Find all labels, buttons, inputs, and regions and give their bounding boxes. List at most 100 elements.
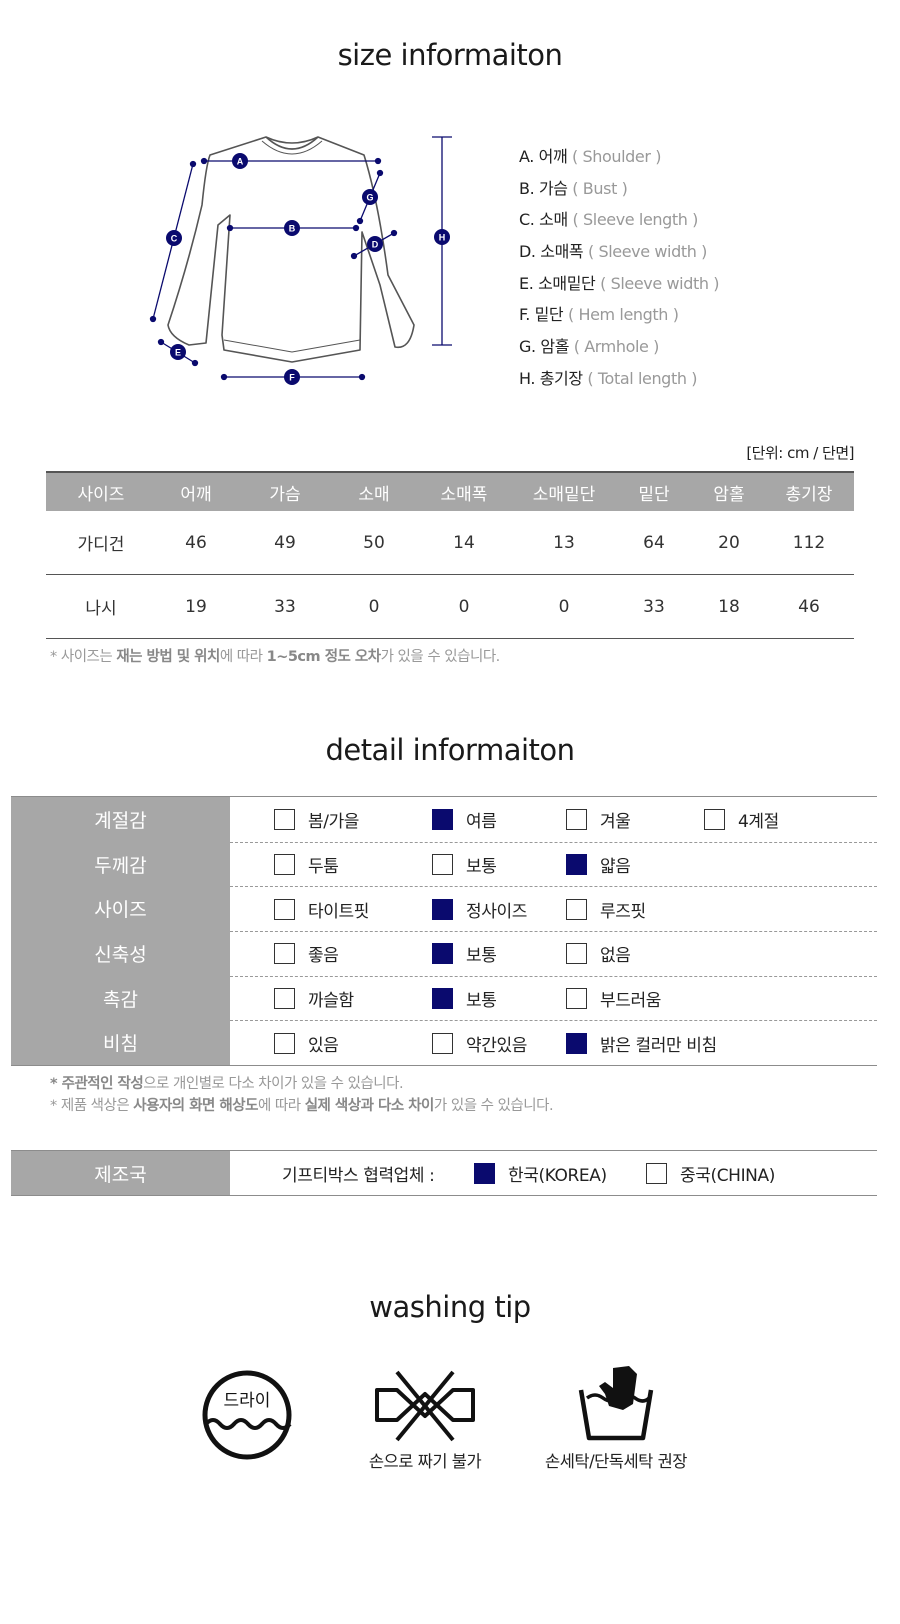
wash-item-dry: 드라이	[200, 1368, 294, 1466]
checkbox[interactable]	[432, 898, 453, 920]
detail-label: 사이즈	[11, 886, 230, 932]
table-cell: 19	[185, 596, 207, 617]
checkbox[interactable]	[474, 1162, 495, 1184]
detail-label: 촉감	[11, 975, 230, 1021]
table-cell: 50	[363, 532, 385, 553]
detail-info-title: detail informaiton	[325, 733, 575, 767]
table-cell: 20	[718, 532, 740, 553]
option-label: 4계절	[738, 811, 779, 832]
checkbox[interactable]	[566, 943, 587, 965]
detail-option[interactable]: 4계절	[704, 797, 779, 842]
checkbox[interactable]	[274, 988, 295, 1010]
table-cell: 나시	[85, 599, 117, 619]
legend-item: A. 어깨 ( Shoulder )	[519, 147, 662, 166]
wash-item-hand-wash: 손세탁/단독세탁 권장	[536, 1364, 696, 1472]
detail-option[interactable]: 좋음	[274, 932, 339, 976]
detail-option[interactable]: 타이트핏	[274, 887, 369, 931]
detail-option[interactable]: 없음	[566, 932, 631, 976]
detail-option[interactable]: 보통	[432, 843, 497, 887]
checkbox[interactable]	[432, 1032, 453, 1054]
option-label: 겨울	[600, 811, 631, 832]
size-note: * 사이즈는 재는 방법 및 위치에 따라 1~5cm 정도 오차가 있을 수 …	[50, 649, 500, 665]
checkbox[interactable]	[274, 943, 295, 965]
no-wringing-icon	[375, 1370, 475, 1442]
washing-title: washing tip	[369, 1290, 531, 1324]
marker-c: C	[171, 234, 178, 244]
detail-note-2: * 제품 색상은 사용자의 화면 해상도에 따라 실제 색상과 다소 차이가 있…	[50, 1098, 554, 1114]
detail-row: 촉감 까슬함 보통 부드러움	[11, 975, 877, 1021]
legend-item: F. 밑단 ( Hem length )	[519, 305, 679, 325]
option-label: 좋음	[308, 946, 339, 967]
marker-h: H	[439, 233, 446, 243]
origin-option-korea[interactable]: 한국(KOREA)	[474, 1151, 607, 1195]
size-info-title: size informaiton	[337, 38, 563, 72]
detail-option[interactable]: 있음	[274, 1021, 339, 1065]
table-cell: 가디건	[77, 535, 125, 555]
option-label: 약간있음	[466, 1035, 527, 1056]
checkbox[interactable]	[566, 988, 587, 1010]
table-cell: 0	[368, 596, 380, 617]
option-label: 타이트핏	[308, 901, 369, 922]
header-cell: 암홀	[713, 484, 745, 505]
option-label: 루즈핏	[600, 901, 646, 922]
table-cell: 49	[274, 532, 296, 553]
checkbox[interactable]	[704, 808, 725, 830]
detail-option[interactable]: 부드러움	[566, 977, 661, 1021]
marker-d: D	[372, 240, 379, 250]
measurement-legend: A. 어깨 ( Shoulder ) B. 가슴 ( Bust ) C. 소매 ( …	[519, 143, 779, 397]
checkbox[interactable]	[274, 808, 295, 830]
checkbox[interactable]	[566, 854, 587, 876]
detail-option[interactable]: 밝은 컬러만 비침	[566, 1021, 717, 1065]
legend-item: G. 암홀 ( Armhole )	[519, 337, 660, 357]
origin-option-china[interactable]: 중국(CHINA)	[646, 1151, 775, 1195]
option-label: 얇음	[600, 857, 631, 878]
checkbox[interactable]	[646, 1162, 667, 1184]
checkbox[interactable]	[274, 854, 295, 876]
checkbox[interactable]	[566, 1032, 587, 1054]
checkbox[interactable]	[274, 898, 295, 920]
checkbox[interactable]	[432, 854, 453, 876]
checkbox[interactable]	[432, 943, 453, 965]
table-cell: 112	[792, 532, 826, 553]
detail-option[interactable]: 얇음	[566, 843, 631, 887]
detail-option[interactable]: 약간있음	[432, 1021, 527, 1065]
detail-option[interactable]: 정사이즈	[432, 887, 527, 931]
table-cell: 64	[643, 532, 665, 553]
dry-clean-icon: 드라이	[202, 1370, 292, 1460]
detail-option[interactable]: 보통	[432, 977, 497, 1021]
checkbox[interactable]	[566, 898, 587, 920]
detail-option[interactable]: 두툼	[274, 843, 339, 887]
legend-item: B. 가슴 ( Bust )	[519, 178, 628, 198]
option-label: 밝은 컬러만 비침	[600, 1035, 717, 1056]
detail-option[interactable]: 봄/가을	[274, 797, 359, 842]
checkbox[interactable]	[432, 988, 453, 1010]
detail-note-1: * 주관적인 작성으로 개인별로 다소 차이가 있을 수 있습니다.	[50, 1076, 404, 1092]
size-table-header: 사이즈 어깨 가슴 소매 소매폭 소매밑단 밑단 암홀 총기장	[46, 471, 854, 511]
table-cell: 33	[274, 596, 296, 617]
checkbox[interactable]	[432, 808, 453, 830]
table-cell: 18	[718, 596, 740, 617]
detail-option[interactable]: 루즈핏	[566, 887, 646, 931]
detail-option[interactable]: 여름	[432, 797, 497, 842]
detail-table: 계절감 봄/가을 여름 겨울 4계절 두께감 두툼 보통 얇음 사이즈 타이트핏 정사이즈 루즈핏 신축성…	[11, 796, 877, 1067]
detail-option[interactable]: 겨울	[566, 797, 631, 842]
detail-row: 사이즈 타이트핏 정사이즈 루즈핏	[11, 886, 877, 932]
header-cell: 소매폭	[440, 484, 488, 505]
marker-b: B	[289, 224, 296, 234]
table-row: 나시 19 33 0 0 0 33 18 46	[46, 575, 854, 639]
option-label: 보통	[466, 857, 497, 878]
detail-option[interactable]: 까슬함	[274, 977, 354, 1021]
checkbox[interactable]	[274, 1032, 295, 1054]
checkbox[interactable]	[566, 808, 587, 830]
table-row: 가디건 46 49 50 14 13 64 20 112	[46, 511, 854, 575]
origin-label: 제조국	[11, 1151, 230, 1195]
unit-label: [단위: cm / 단면]	[746, 444, 854, 462]
header-cell: 가슴	[269, 484, 301, 505]
detail-row: 비침 있음 약간있음 밝은 컬러만 비침	[11, 1020, 877, 1066]
option-label: 봄/가을	[308, 811, 360, 832]
detail-option[interactable]: 보통	[432, 932, 497, 976]
table-cell: 46	[185, 532, 207, 553]
table-cell: 14	[453, 532, 475, 553]
size-table: 사이즈 어깨 가슴 소매 소매폭 소매밑단 밑단 암홀 총기장 가디건 46 49 50 14 13 64 20…	[46, 471, 854, 639]
legend-item: D. 소매폭 ( Sleeve width )	[519, 242, 707, 262]
